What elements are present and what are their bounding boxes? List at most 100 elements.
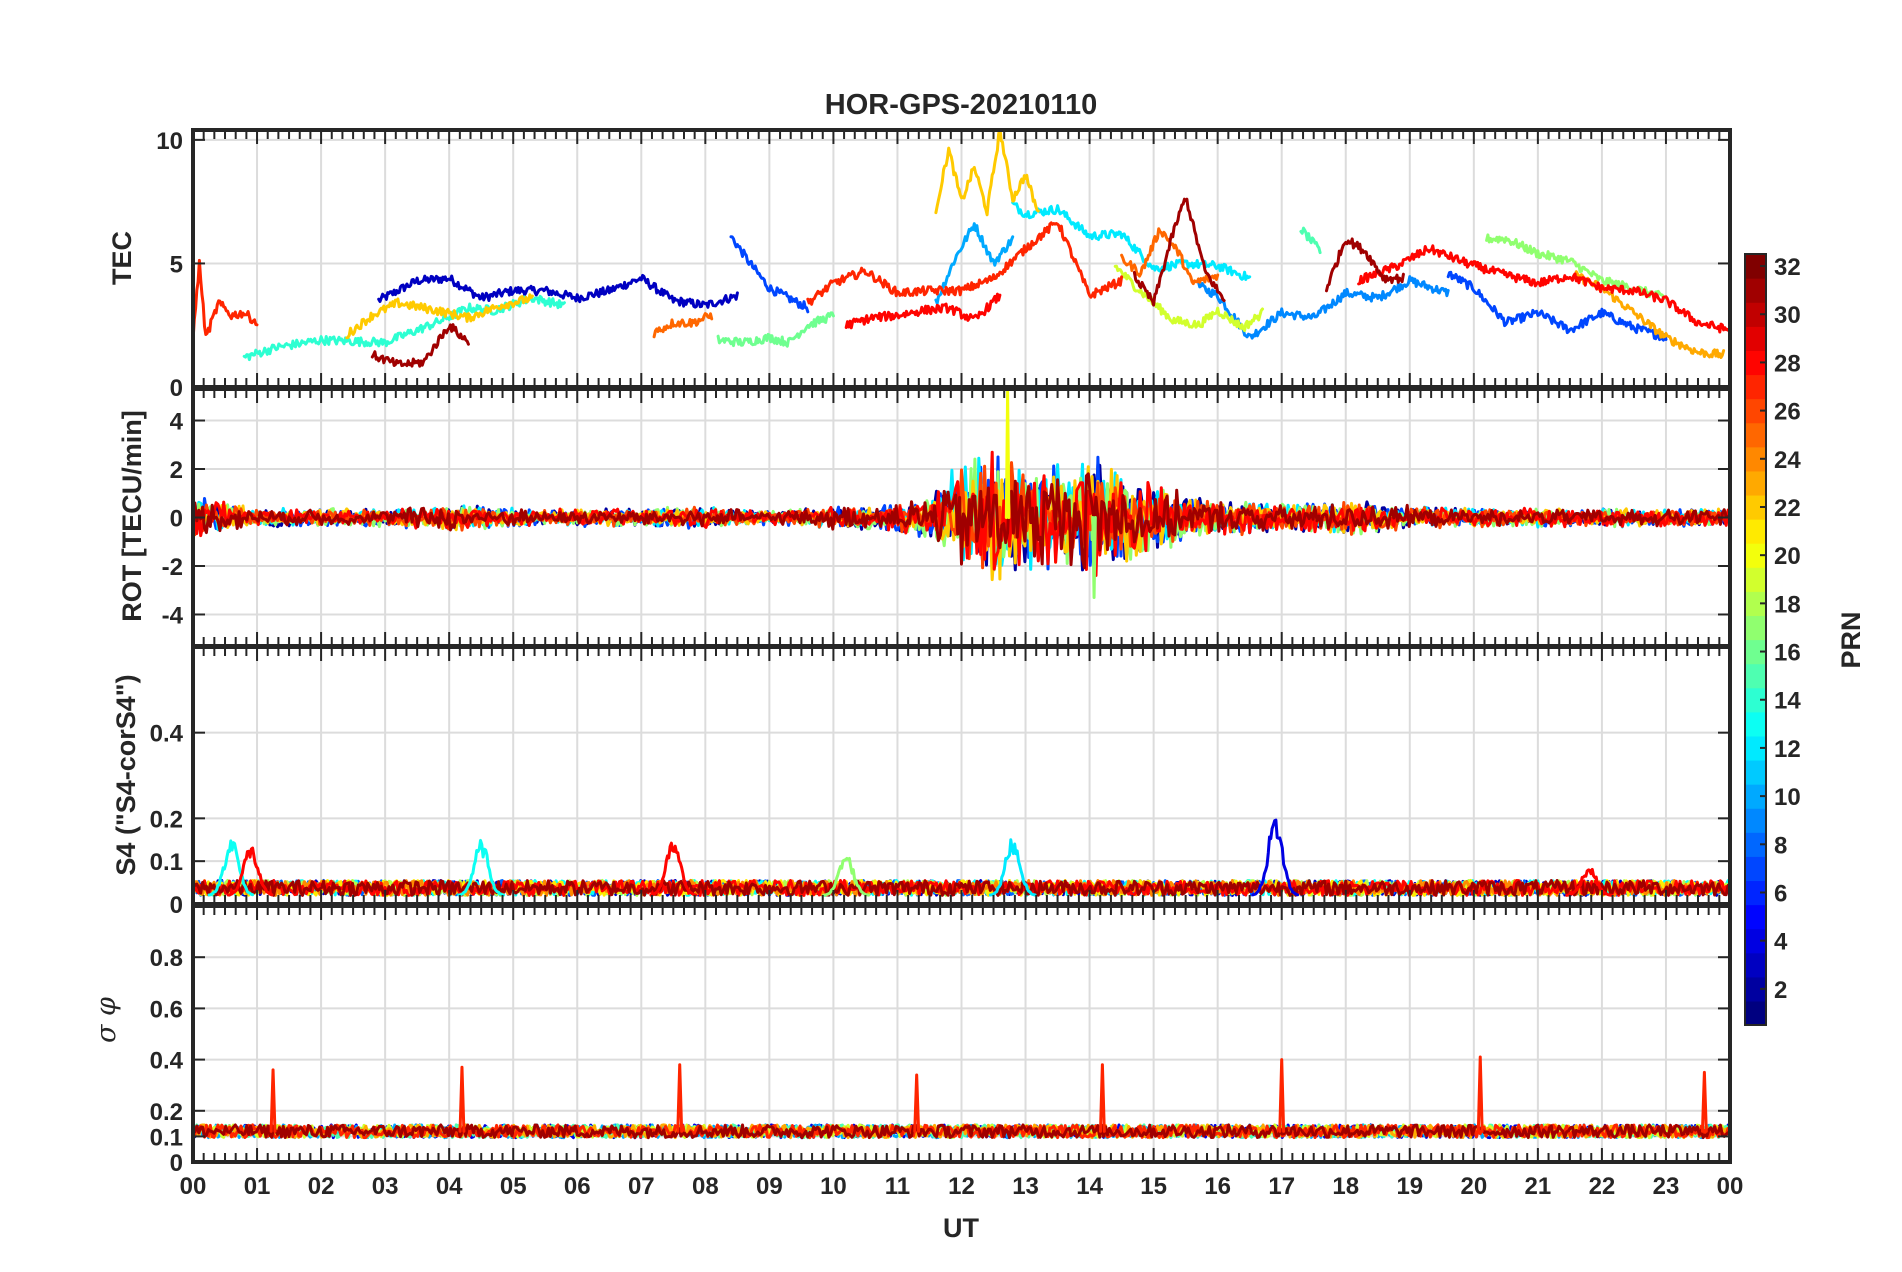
colorbar-band xyxy=(1745,904,1766,930)
rot-peak-min xyxy=(1091,516,1097,600)
colorbar-band xyxy=(1745,639,1766,665)
x-tick-label: 07 xyxy=(628,1173,655,1200)
s4-event-3 xyxy=(649,841,698,897)
x-tick-label: 02 xyxy=(308,1173,335,1200)
colorbar-band xyxy=(1745,832,1766,857)
colorbar-tick-label: 18 xyxy=(1774,591,1801,618)
colorbar-tick-label: 12 xyxy=(1774,736,1801,763)
y-tick-label: 0 xyxy=(170,506,183,533)
colorbar-band xyxy=(1745,302,1766,327)
x-tick-label: 13 xyxy=(1012,1173,1039,1200)
x-axis-label: UT xyxy=(943,1213,979,1243)
colorbar-band xyxy=(1745,350,1766,376)
tec-series-prn-22 xyxy=(934,130,1040,217)
frame-3 xyxy=(191,904,1732,1164)
sigma-spike-7 xyxy=(1700,1070,1708,1133)
x-tick-label: 04 xyxy=(436,1173,463,1200)
colorbar-band xyxy=(1745,856,1766,882)
tec-series-prn-7 xyxy=(1446,270,1668,342)
colorbar-band xyxy=(1745,711,1766,737)
panel-1: -4 -2 0 2 4 xyxy=(162,387,1732,648)
s4-event-0 xyxy=(207,839,255,897)
traces-1 xyxy=(193,389,1730,600)
y-tick-label: 0 xyxy=(170,1150,183,1177)
x-tick-label: 19 xyxy=(1396,1173,1423,1200)
y-tick-label: -2 xyxy=(162,554,183,581)
y-tick-label: 0.1 xyxy=(150,1124,183,1151)
sigma-spike-0 xyxy=(269,1068,277,1133)
sigma-spike-2 xyxy=(676,1063,684,1133)
colorbar-band xyxy=(1745,759,1766,785)
y-tick-label: 0.6 xyxy=(150,996,183,1023)
tec-series-prn-31 xyxy=(1132,197,1226,307)
x-tick-label: 11 xyxy=(885,1173,910,1200)
colorbar-band xyxy=(1745,326,1766,351)
s4-event-4 xyxy=(822,856,871,897)
x-tick-label: 10 xyxy=(820,1173,847,1200)
ticks-3: 00.10.2 0.4 0.6 0.8 xyxy=(150,906,1731,1177)
colorbar-label: PRN xyxy=(1836,611,1866,668)
colorbar-band xyxy=(1745,615,1766,641)
colorbar-band xyxy=(1745,784,1766,809)
y-tick-label: 10 xyxy=(156,128,183,155)
x-tick-label: 08 xyxy=(692,1173,719,1200)
x-tick-label: 22 xyxy=(1589,1173,1616,1200)
colorbar-band xyxy=(1745,446,1766,472)
colorbar-band xyxy=(1745,1000,1766,1026)
x-tick-label: 23 xyxy=(1653,1173,1680,1200)
tec-series-prn-22 xyxy=(345,293,534,340)
tec-series-prn-15 xyxy=(1299,226,1322,255)
colorbar-band xyxy=(1745,976,1766,1002)
colorbar-band xyxy=(1745,374,1766,400)
colorbar-band xyxy=(1745,422,1766,448)
colorbar-band xyxy=(1745,278,1766,303)
x-tick-label: 16 xyxy=(1204,1173,1231,1200)
ticks-2: 0 0.1 0.2 0.4 xyxy=(150,647,1731,919)
sigma-spike-3 xyxy=(913,1073,921,1133)
colorbar-frame xyxy=(1744,253,1767,1026)
x-tick-label: 21 xyxy=(1525,1173,1552,1200)
x-tick-label: 15 xyxy=(1140,1173,1167,1200)
colorbar-band xyxy=(1745,519,1766,544)
x-tick-label: 00 xyxy=(1717,1173,1744,1200)
tec-series-prn-19 xyxy=(1113,264,1264,333)
colorbar-tick-label: 6 xyxy=(1774,880,1787,907)
s4-event-2 xyxy=(457,838,506,897)
x-tick-label: 01 xyxy=(244,1173,271,1200)
chart-title: HOR-GPS-20210110 xyxy=(825,89,1097,121)
y-tick-label: 0.2 xyxy=(150,806,183,833)
y-tick-label: 0.8 xyxy=(150,945,183,972)
colorbar-band xyxy=(1745,543,1766,568)
tec-series-prn-31 xyxy=(1325,237,1405,293)
colorbar-band xyxy=(1745,928,1766,954)
panel-0: 0 5 10 xyxy=(156,128,1732,402)
tec-series-prn-27 xyxy=(806,221,1124,306)
x-axis: 00 01 02 03 04 05 06 07 08 09 10 11 12 13 14 15 16 17 18 19… xyxy=(180,1173,1744,1200)
y-tick-label: 0.4 xyxy=(150,1048,184,1075)
colorbar-tick-label: 28 xyxy=(1774,350,1801,377)
tec-series-prn-25 xyxy=(652,312,714,339)
x-tick-label: 03 xyxy=(372,1173,399,1200)
colorbar-tick-label: 24 xyxy=(1774,447,1801,474)
colorbar-tick-label: 22 xyxy=(1774,495,1801,522)
tec-series-prn-31 xyxy=(370,323,470,368)
tec-series-prn-10 xyxy=(934,222,1015,305)
y-tick-label: 0.4 xyxy=(150,721,184,748)
x-tick-label: 09 xyxy=(756,1173,783,1200)
sigma-trace-prn-31 xyxy=(193,1123,1730,1140)
colorbar-band xyxy=(1745,470,1766,496)
colorbar-tick-label: 10 xyxy=(1774,784,1801,811)
x-tick-label: 06 xyxy=(564,1173,591,1200)
colorbar-tick-label: 26 xyxy=(1774,399,1801,426)
rot-trace-prn-31 xyxy=(193,472,1730,570)
colorbar-tick-label: 30 xyxy=(1774,302,1801,329)
y-tick-label: 0.1 xyxy=(150,849,183,876)
colorbar-band xyxy=(1745,735,1766,761)
colorbar-tick-label: 4 xyxy=(1774,929,1788,956)
tec-series-prn-27 xyxy=(193,258,259,343)
colorbar-tick-label: 20 xyxy=(1774,543,1801,570)
x-tick-label: 14 xyxy=(1076,1173,1103,1200)
traces-0 xyxy=(193,130,1730,368)
